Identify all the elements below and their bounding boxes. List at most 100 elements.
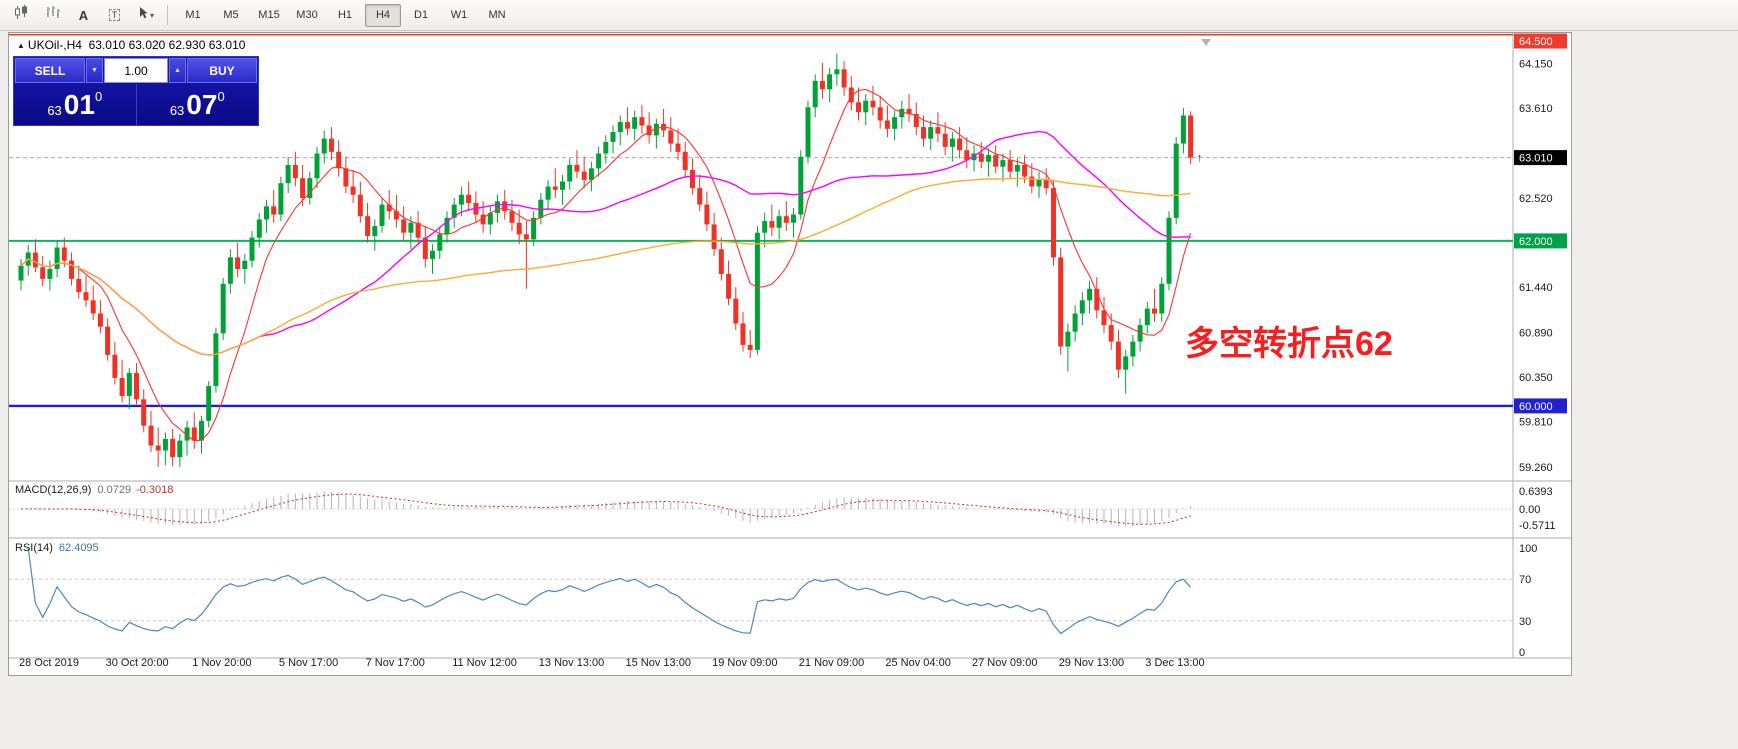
volume-increase-button[interactable]: ▲ xyxy=(169,58,186,83)
time-axis-label: 30 Oct 20:00 xyxy=(106,657,169,669)
price-badge xyxy=(1514,33,1567,49)
price-axis[interactable]: 64.150 63.610 62.520 61.440 60.890 60.350 59.8… xyxy=(1514,33,1567,660)
rsi-title: RSI(14) xyxy=(15,542,53,554)
symbol-arrow-icon: ▲ xyxy=(17,41,25,50)
time-axis-label: 7 Nov 17:00 xyxy=(366,657,425,669)
rsi-layer xyxy=(9,547,1513,635)
time-axis-label: 13 Nov 13:00 xyxy=(539,657,604,669)
ma-line-slow xyxy=(20,177,1191,356)
time-axis-label: 19 Nov 09:00 xyxy=(712,657,777,669)
candles-layer xyxy=(18,53,1194,467)
time-axis-label: 27 Nov 09:00 xyxy=(972,657,1037,669)
price-axis-label: 62.520 xyxy=(1519,193,1553,205)
time-axis-label: 15 Nov 13:00 xyxy=(626,657,691,669)
macd-axis-label: -0.5711 xyxy=(1519,520,1556,532)
rsi-line xyxy=(27,547,1192,635)
macd-title: MACD(12,26,9) xyxy=(15,484,92,496)
trade-panel-controls: SELL ▼ ▲ BUY xyxy=(14,57,258,84)
price-axis-label: 60.350 xyxy=(1519,372,1553,384)
price-arrow-marker: ↑ xyxy=(1197,151,1203,165)
price-badge-text: 62.000 xyxy=(1519,236,1553,248)
text-box-button[interactable]: T xyxy=(100,3,129,28)
new-chart-button[interactable] xyxy=(7,3,36,28)
price-axis-label: 63.610 xyxy=(1519,103,1553,115)
ask-prefix: 63 xyxy=(169,103,185,118)
candlestick-chart-icon xyxy=(14,5,30,25)
ma-line-fast xyxy=(20,88,1192,442)
price-axis-label: 64.150 xyxy=(1519,59,1553,71)
cursor-icon xyxy=(137,6,149,25)
price-badge-text: 63.010 xyxy=(1519,153,1553,165)
symbol-ohlc-text: UKOil-,H4 63.010 63.020 62.930 63.010 xyxy=(27,38,246,52)
top-toolbar: A T ▾ M1 M5 M15 M30 H1 H4 D1 W1 MN xyxy=(0,0,1738,31)
price-badge xyxy=(1514,150,1567,166)
price-axis-label: 59.260 xyxy=(1519,462,1553,474)
time-axis-label: 25 Nov 04:00 xyxy=(885,657,950,669)
macd-label: MACD(12,26,9) 0.0729 -0.3018 xyxy=(15,484,173,496)
volume-input[interactable] xyxy=(104,58,168,83)
timeframe-button-m1[interactable]: M1 xyxy=(185,8,201,21)
price-badge-text: 60.000 xyxy=(1519,401,1553,413)
chart-canvas[interactable]: 64.150 63.610 62.520 61.440 60.890 60.350 59.8… xyxy=(9,33,1571,675)
timeframe-button-w1[interactable]: W1 xyxy=(450,8,468,21)
macd-main-value: 0.0729 xyxy=(97,484,132,496)
bid-prefix: 63 xyxy=(47,103,62,118)
bid-pips: 01 xyxy=(63,89,95,120)
buy-button[interactable]: BUY xyxy=(187,58,257,83)
text-label-button[interactable]: A xyxy=(69,3,98,28)
rsi-axis-label: 30 xyxy=(1519,616,1531,628)
chart-window: 64.150 63.610 62.520 61.440 60.890 60.350 59.8… xyxy=(8,32,1572,676)
cursor-tool-button[interactable]: ▾ xyxy=(131,3,160,28)
macd-signal-line xyxy=(20,493,1191,525)
toolbar-separator xyxy=(167,5,168,25)
time-axis[interactable]: 28 Oct 2019 30 Oct 20:00 1 Nov 20:00 5 Nov … xyxy=(19,657,1205,669)
rsi-axis-label: 70 xyxy=(1519,574,1531,586)
time-axis-label: 29 Nov 13:00 xyxy=(1059,657,1124,669)
bar-chart-icon xyxy=(45,5,61,25)
chevron-down-icon: ▼ xyxy=(91,67,98,74)
symbol-info: ▲ UKOil-,H4 63.010 63.020 62.930 63.010 xyxy=(17,38,245,52)
sell-price[interactable]: 63 01 0 xyxy=(14,84,136,125)
timeframe-button-h4[interactable]: H4 xyxy=(365,3,401,27)
bar-chart-button[interactable] xyxy=(38,3,67,28)
timeframe-button-m5[interactable]: M5 xyxy=(223,8,239,21)
rsi-axis-label: 100 xyxy=(1519,543,1537,555)
timeframe-button-h1[interactable]: H1 xyxy=(337,8,353,21)
time-axis-label: 3 Dec 13:00 xyxy=(1145,657,1204,669)
timeframe-button-mn[interactable]: MN xyxy=(488,8,506,21)
timeframe-button-d1[interactable]: D1 xyxy=(413,8,429,21)
price-badge xyxy=(1514,398,1567,414)
macd-layer xyxy=(9,491,1513,527)
time-axis-label: 21 Nov 09:00 xyxy=(799,657,864,669)
macd-axis-label: 0.00 xyxy=(1519,504,1540,516)
price-axis-label: 61.440 xyxy=(1519,282,1553,294)
rsi-label: RSI(14) 62.4095 xyxy=(15,542,99,554)
moving-averages-layer xyxy=(20,88,1192,442)
pane-frame xyxy=(9,33,1571,659)
sell-button[interactable]: SELL xyxy=(15,58,85,83)
ask-pips: 07 xyxy=(186,89,218,120)
price-axis-label: 60.890 xyxy=(1519,328,1553,340)
volume-decrease-button[interactable]: ▼ xyxy=(86,58,103,83)
trade-panel-prices: 63 01 0 63 07 0 xyxy=(14,84,258,125)
price-axis-label: 59.810 xyxy=(1519,417,1553,429)
rsi-value: 62.4095 xyxy=(58,542,99,554)
timeframe-button-m30[interactable]: M30 xyxy=(296,8,318,21)
time-axis-label: 5 Nov 17:00 xyxy=(279,657,338,669)
timeframe-button-m15[interactable]: M15 xyxy=(258,8,280,21)
chart-shift-marker[interactable] xyxy=(1201,39,1211,46)
text-label-icon: A xyxy=(78,7,89,23)
timeframe-toolbar: M1 M5 M15 M30 H1 H4 D1 W1 MN xyxy=(174,3,516,27)
chart-annotation: 多空转折点62 xyxy=(1185,325,1393,363)
macd-axis-label: 0.6393 xyxy=(1519,486,1553,498)
bid-point: 0 xyxy=(94,89,103,104)
macd-signal-value: -0.3018 xyxy=(136,484,174,496)
price-badge-text: 64.500 xyxy=(1519,36,1553,48)
buy-price[interactable]: 63 07 0 xyxy=(135,84,259,125)
chevron-up-icon: ▲ xyxy=(174,67,181,74)
time-axis-label: 1 Nov 20:00 xyxy=(192,657,251,669)
price-badge xyxy=(1514,233,1567,249)
text-box-icon: T xyxy=(108,9,121,21)
time-axis-label: 11 Nov 12:00 xyxy=(452,657,517,669)
chevron-down-icon: ▾ xyxy=(149,10,154,20)
